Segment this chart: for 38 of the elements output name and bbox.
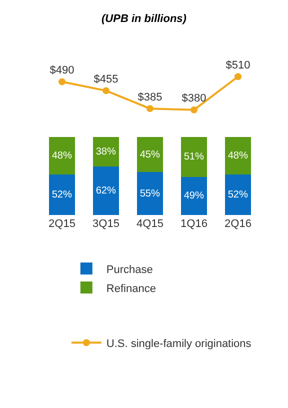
bar [48,174,76,216]
bar [224,137,252,174]
bar [180,176,208,216]
data-label: 38% [96,146,116,158]
data-label: 62% [96,186,116,197]
point [58,78,66,86]
x-tick-label: 1Q16 [180,218,208,230]
bar [92,166,120,216]
data-label: 51% [184,152,204,163]
bar [180,137,208,177]
data-label: 48% [228,150,248,162]
x-tick-label: 4Q15 [136,218,164,230]
data-label: $510 [226,60,250,72]
data-label: 55% [140,188,160,200]
bar [136,172,164,216]
point [146,105,154,112]
data-label: 45% [140,149,160,160]
data-label: $380 [182,92,206,105]
legend-label: Refinance [106,282,156,295]
point [190,106,198,114]
bar [136,137,164,172]
chart-title: (UPB in billions) [102,12,187,25]
data-label: 49% [184,190,204,202]
data-label: $455 [94,74,118,86]
x-tick-label: 2Q16 [224,218,252,230]
point [234,73,242,80]
x-tick-label: 3Q15 [92,218,120,230]
data-label: 52% [228,190,248,201]
point [102,87,110,94]
data-label: $385 [138,91,162,104]
bar [48,137,76,174]
legend-label: Purchase [106,264,153,276]
legend-label: U.S. single-family originations [106,338,252,350]
bar [224,174,252,216]
data-label: 52% [52,190,72,201]
data-label: $490 [50,64,74,77]
x-tick-label: 2Q15 [48,218,76,230]
data-label: 48% [52,150,72,162]
